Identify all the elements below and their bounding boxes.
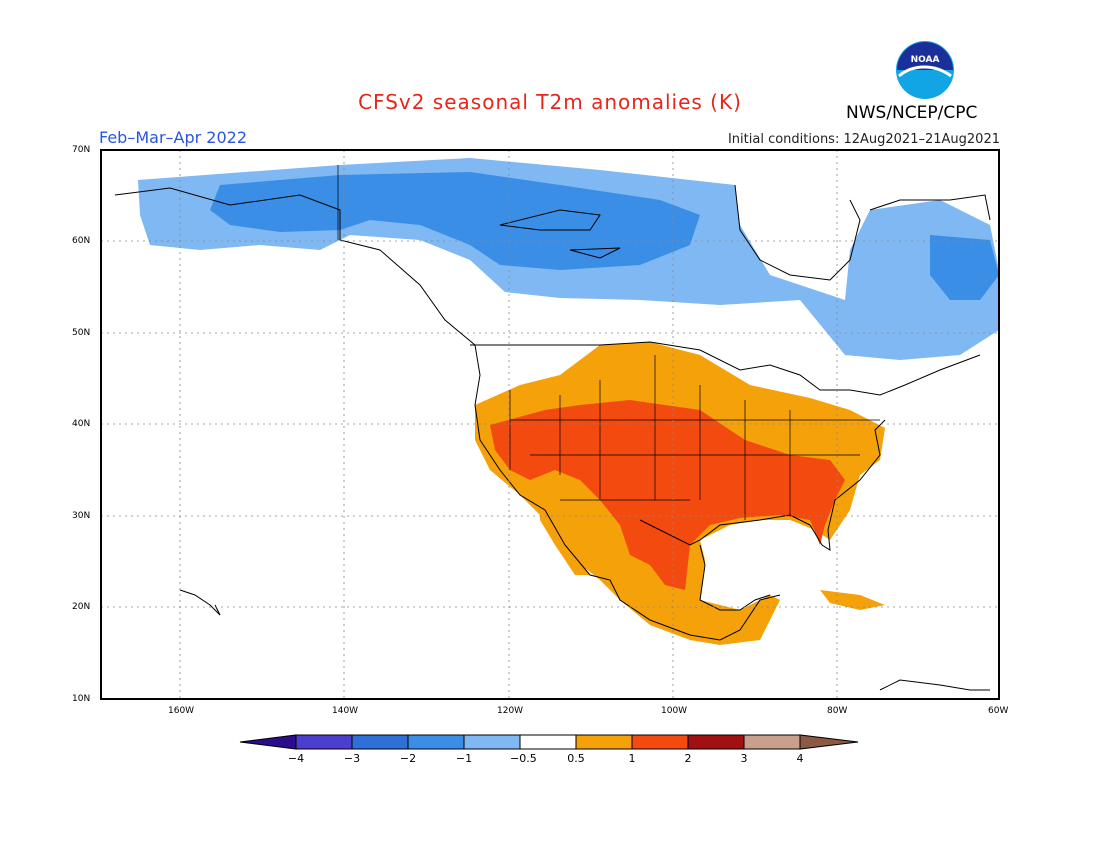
colorbar-arrow-low — [239, 734, 297, 750]
lon-label-160w: 160W — [168, 706, 195, 716]
lat-label-20n: 20N — [72, 602, 91, 612]
graticule — [101, 150, 999, 699]
colorbar-tick-label: 3 — [740, 752, 748, 765]
warm-anomaly-cuba — [820, 590, 885, 610]
anomaly-fields — [114, 158, 999, 691]
colorbar-swatch — [631, 734, 689, 750]
agency-label: NWS/NCEP/CPC — [846, 103, 978, 123]
map-frame — [100, 149, 1000, 700]
lon-label-80w: 80W — [827, 706, 848, 716]
warm-anomaly-red — [490, 400, 845, 590]
lat-label-40n: 40N — [72, 419, 91, 429]
colorbar-tick-label: 4 — [796, 752, 804, 765]
colorbar — [239, 734, 859, 750]
cold-anomaly-east — [930, 235, 999, 300]
lon-label-100w: 100W — [661, 706, 688, 716]
colorbar-swatch — [463, 734, 521, 750]
lon-label-60w: 60W — [988, 706, 1009, 716]
logo-text: NOAA — [911, 55, 940, 65]
colorbar-tick-label: −4 — [287, 752, 305, 765]
lat-label-50n: 50N — [72, 328, 91, 338]
lon-label-120w: 120W — [497, 706, 524, 716]
colorbar-swatch — [575, 734, 633, 750]
colorbar-tick-label: −2 — [399, 752, 417, 765]
warm-anomaly-pacific-coast — [540, 500, 590, 575]
colorbar-swatch — [351, 734, 409, 750]
colorbar-tick-label: 0.5 — [567, 752, 585, 765]
lat-label-60n: 60N — [72, 236, 91, 246]
colorbar-tick-label: −1 — [455, 752, 473, 765]
colorbar-swatch — [295, 734, 353, 750]
season-label: Feb–Mar–Apr 2022 — [99, 128, 247, 147]
cold-anomaly-medium — [210, 172, 700, 270]
colorbar-tick-label: −3 — [343, 752, 361, 765]
political-borders — [337, 165, 880, 520]
colorbar-tick-label: −0.5 — [510, 752, 537, 765]
colorbar-tick-label: 1 — [628, 752, 636, 765]
colorbar-swatch — [687, 734, 745, 750]
lon-label-140w: 140W — [332, 706, 359, 716]
colorbar-arrow-high — [799, 734, 859, 750]
noaa-logo: NOAA — [896, 41, 954, 99]
map-title: CFSv2 seasonal T2m anomalies (K) — [358, 90, 742, 114]
lat-label-30n: 30N — [72, 511, 91, 521]
colorbar-swatch — [743, 734, 801, 750]
lat-label-70n: 70N — [72, 145, 91, 155]
lat-label-10n: 10N — [72, 694, 91, 704]
colorbar-swatch — [407, 734, 465, 750]
initial-conditions-label: Initial conditions: 12Aug2021–21Aug2021 — [727, 132, 1000, 147]
colorbar-tick-label: 2 — [684, 752, 692, 765]
colorbar-swatch — [519, 734, 577, 750]
